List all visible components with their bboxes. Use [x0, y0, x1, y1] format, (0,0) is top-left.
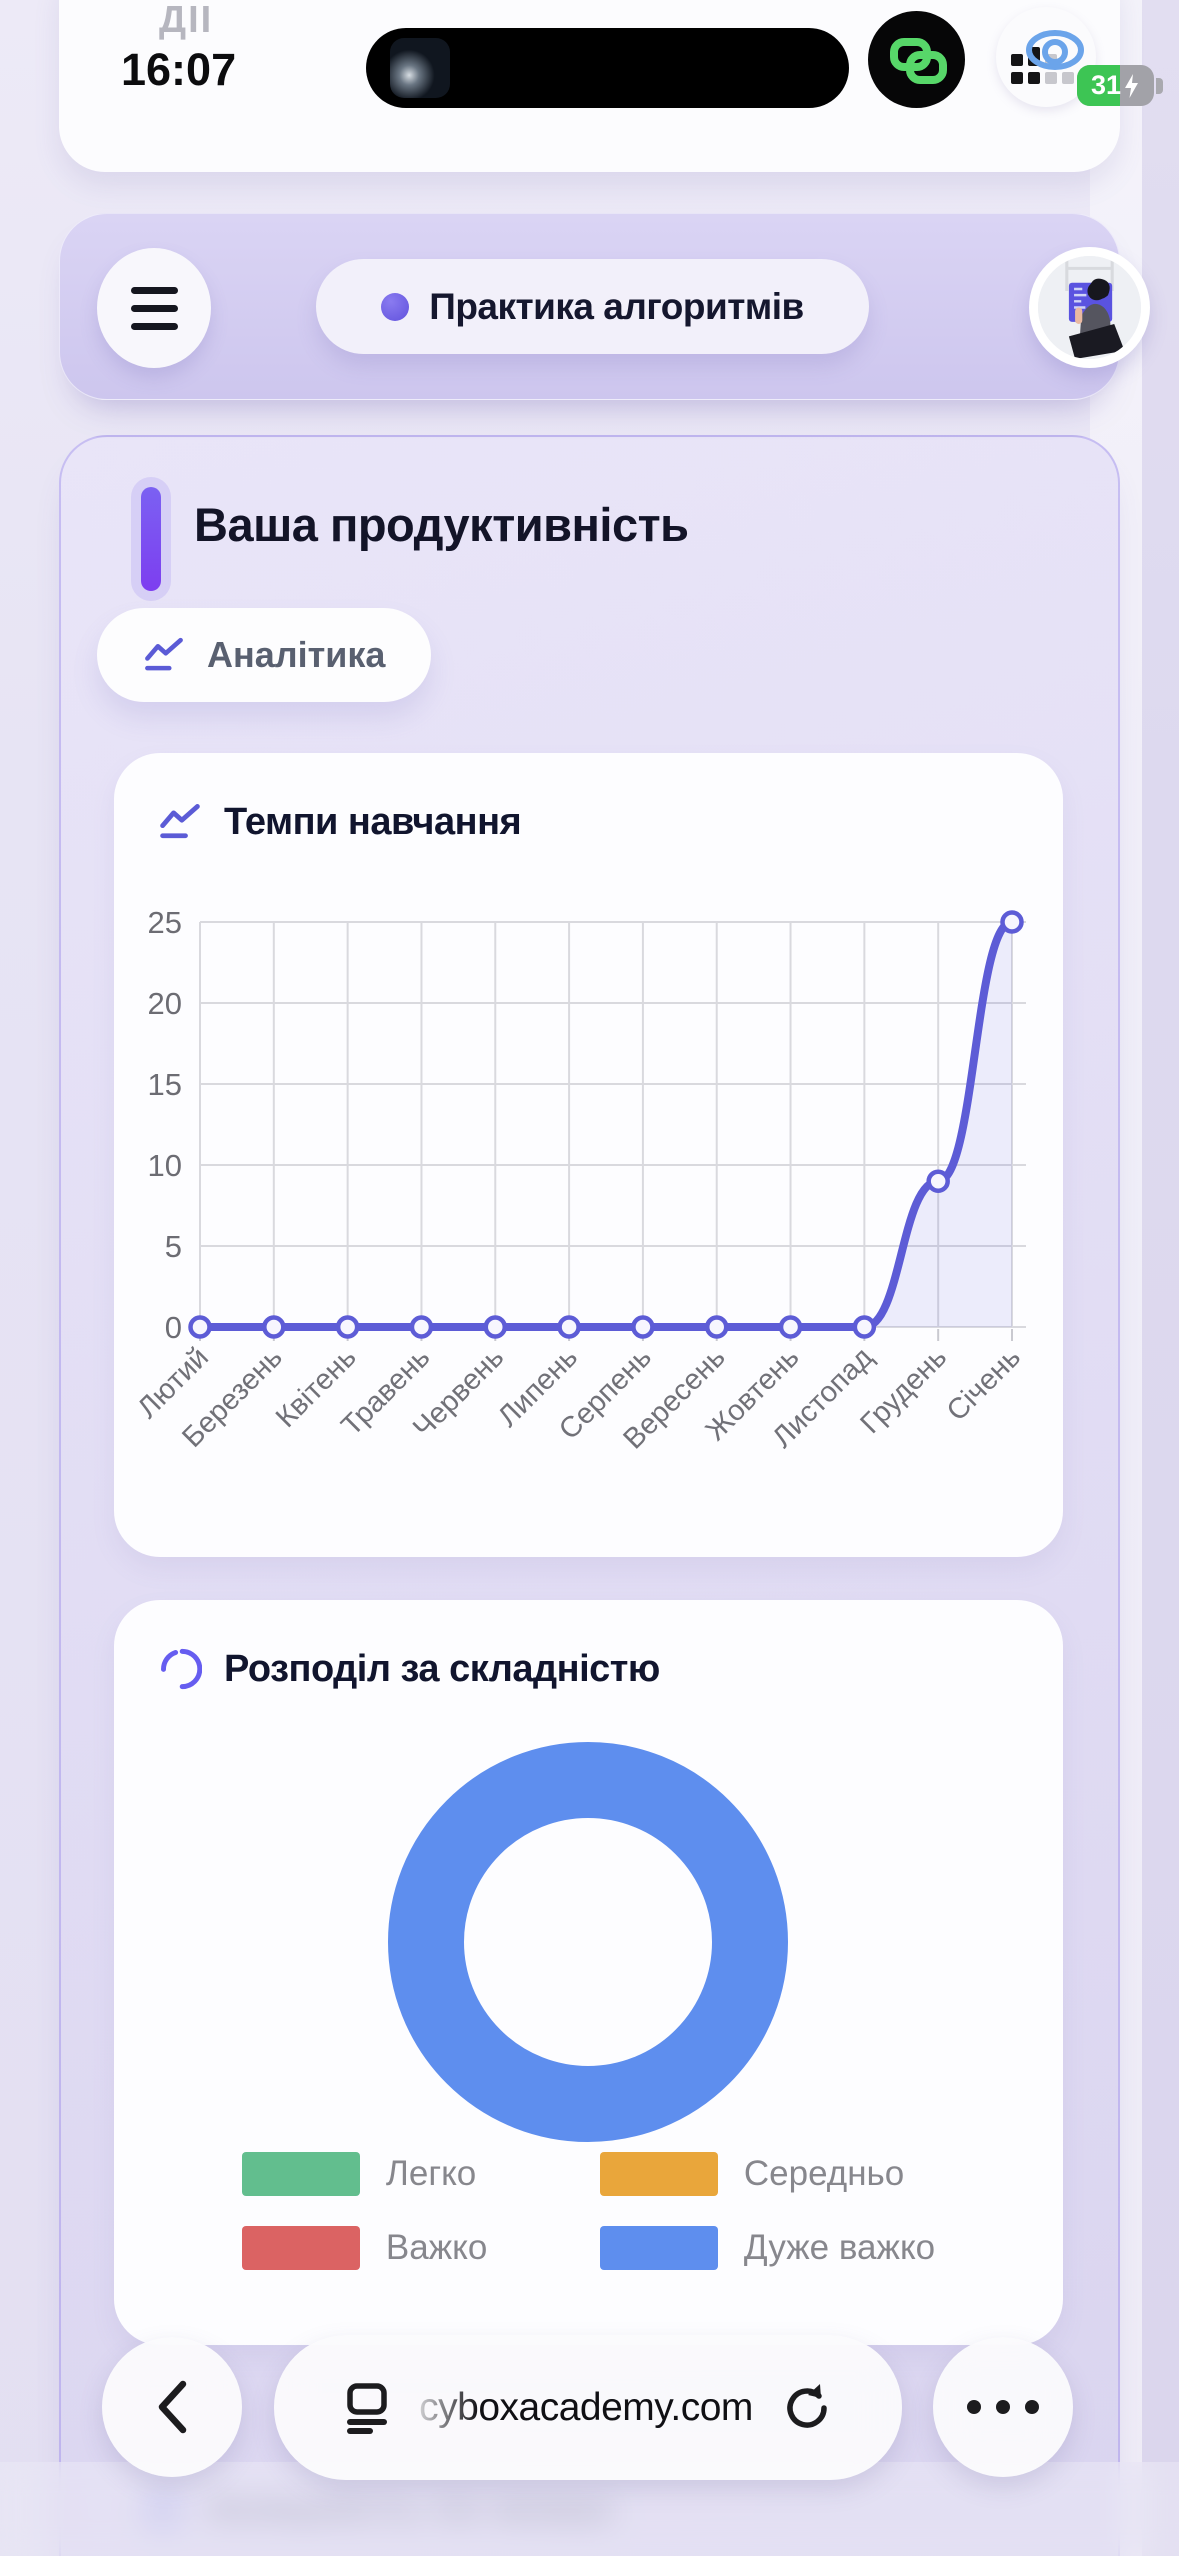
legend-swatch — [599, 2226, 718, 2270]
chevron-left-icon — [158, 2380, 187, 2434]
album-art — [390, 38, 450, 98]
legend-label: Дуже важко — [743, 2228, 936, 2267]
safari-toolbar: cyboxacademy.com — [0, 2335, 1179, 2480]
charging-bolt-icon — [1125, 73, 1139, 98]
svg-text:5: 5 — [165, 1229, 182, 1264]
address-bar[interactable]: cyboxacademy.com — [274, 2335, 902, 2480]
difficulty-donut-chart — [328, 1692, 848, 2192]
learning-pace-card: Темпи навчання 0 5 10 15 20 25 Лютий Березень Кв… — [114, 753, 1063, 1557]
svg-text:15: 15 — [148, 1067, 182, 1102]
link-icon — [889, 37, 947, 84]
legend-item[interactable]: Середньо — [599, 2152, 935, 2196]
app-title: Практика алгоритмів — [429, 285, 804, 327]
avatar-illustration — [1038, 256, 1141, 359]
more-button[interactable] — [933, 2337, 1073, 2477]
status-bar-card: ДІЇ 16:07 — [59, 0, 1163, 172]
legend-item[interactable]: Важко — [241, 2226, 542, 2270]
legend-swatch — [241, 2226, 360, 2270]
section-accent-bar — [141, 487, 161, 591]
tab-analytics-label: Аналітика — [207, 634, 386, 675]
user-avatar[interactable] — [1029, 247, 1150, 368]
trend-line-icon — [160, 804, 200, 839]
svg-text:25: 25 — [148, 905, 182, 940]
tab-analytics[interactable]: Аналітика — [97, 608, 432, 702]
url-text: cyboxacademy.com — [419, 2385, 753, 2429]
battery-fill — [1077, 65, 1121, 106]
battery-nub — [1156, 78, 1163, 94]
svg-text:10: 10 — [148, 1148, 182, 1183]
section-title: Ваша продуктивність — [194, 498, 689, 551]
status-dot — [381, 292, 410, 321]
refresh-icon[interactable] — [781, 2382, 833, 2434]
card-title: Розподіл за складністю — [224, 1647, 660, 1690]
legend-swatch — [241, 2152, 360, 2196]
menu-button[interactable] — [97, 248, 211, 368]
legend-swatch — [599, 2152, 718, 2196]
background-stripe — [1142, 0, 1179, 2556]
legend-item[interactable]: Дуже важко — [599, 2226, 936, 2270]
back-button[interactable] — [102, 2337, 242, 2477]
app-title-pill[interactable]: Практика алгоритмів — [316, 259, 869, 354]
svg-text:0: 0 — [165, 1310, 182, 1345]
ellipsis-icon — [967, 2400, 1039, 2414]
difficulty-legend: Легко Середньо Важко Дуже важко — [114, 2152, 1063, 2270]
status-time: 16:07 — [121, 44, 237, 95]
trend-line-icon — [145, 637, 183, 671]
card-title: Темпи навчання — [224, 800, 522, 843]
dynamic-island-media[interactable] — [366, 28, 849, 108]
legend-label: Легко — [385, 2154, 477, 2193]
svg-text:Січень: Січень — [941, 1341, 1027, 1427]
legend-item[interactable]: Легко — [241, 2152, 542, 2196]
page-menu-icon[interactable] — [343, 2381, 391, 2435]
dots-and-eye-icon — [1011, 30, 1084, 84]
live-activity-label: ДІЇ — [159, 6, 214, 41]
app-header: Практика алгоритмів — [59, 213, 1150, 400]
difficulty-card: Розподіл за складністю Легко Середньо Важк… — [114, 1600, 1063, 2345]
legend-label: Середньо — [743, 2154, 905, 2193]
battery-percent: 31 — [1077, 65, 1154, 106]
pie-chart-icon — [161, 1648, 202, 1690]
learning-pace-line-chart: 0 5 10 15 20 25 Лютий Березень Квітень Травень Чер… — [114, 860, 1063, 1520]
svg-text:20: 20 — [148, 986, 182, 1021]
hotspot-link-bubble[interactable] — [868, 11, 965, 108]
battery-indicator: 31 — [1077, 65, 1154, 106]
hamburger-icon — [130, 286, 178, 294]
legend-label: Важко — [385, 2228, 488, 2267]
